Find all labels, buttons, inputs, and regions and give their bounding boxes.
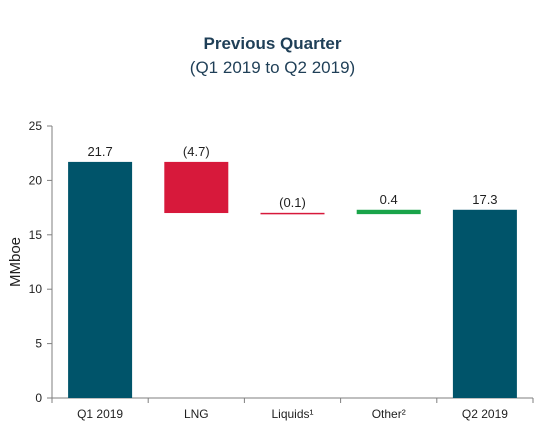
data-label: (4.7) [183,144,210,159]
chart-title: Previous Quarter [203,34,342,53]
y-tick-label: 25 [29,119,43,133]
y-tick-label: 5 [35,337,42,351]
y-axis-title: MMboe [7,237,24,287]
y-tick-label: 15 [29,228,43,242]
bar-total [452,209,517,398]
bar-decrease [164,161,229,214]
data-label: 21.7 [87,144,112,159]
data-label: 0.4 [380,192,398,207]
data-label: (0.1) [279,195,306,210]
x-tick-label: LNG [184,407,209,421]
chart-subtitle: (Q1 2019 to Q2 2019) [189,58,356,77]
bar-decrease [260,212,325,215]
x-tick-label: Q1 2019 [77,407,123,421]
x-tick-label: Other² [372,407,406,421]
y-tick-label: 10 [29,282,43,296]
y-tick-label: 20 [29,173,43,187]
y-tick-label: 0 [35,391,42,405]
data-label: 17.3 [472,192,497,207]
bar-total [68,161,133,398]
x-tick-label: Liquids¹ [271,407,313,421]
bar-increase [356,209,421,215]
x-tick-label: Q2 2019 [462,407,508,421]
